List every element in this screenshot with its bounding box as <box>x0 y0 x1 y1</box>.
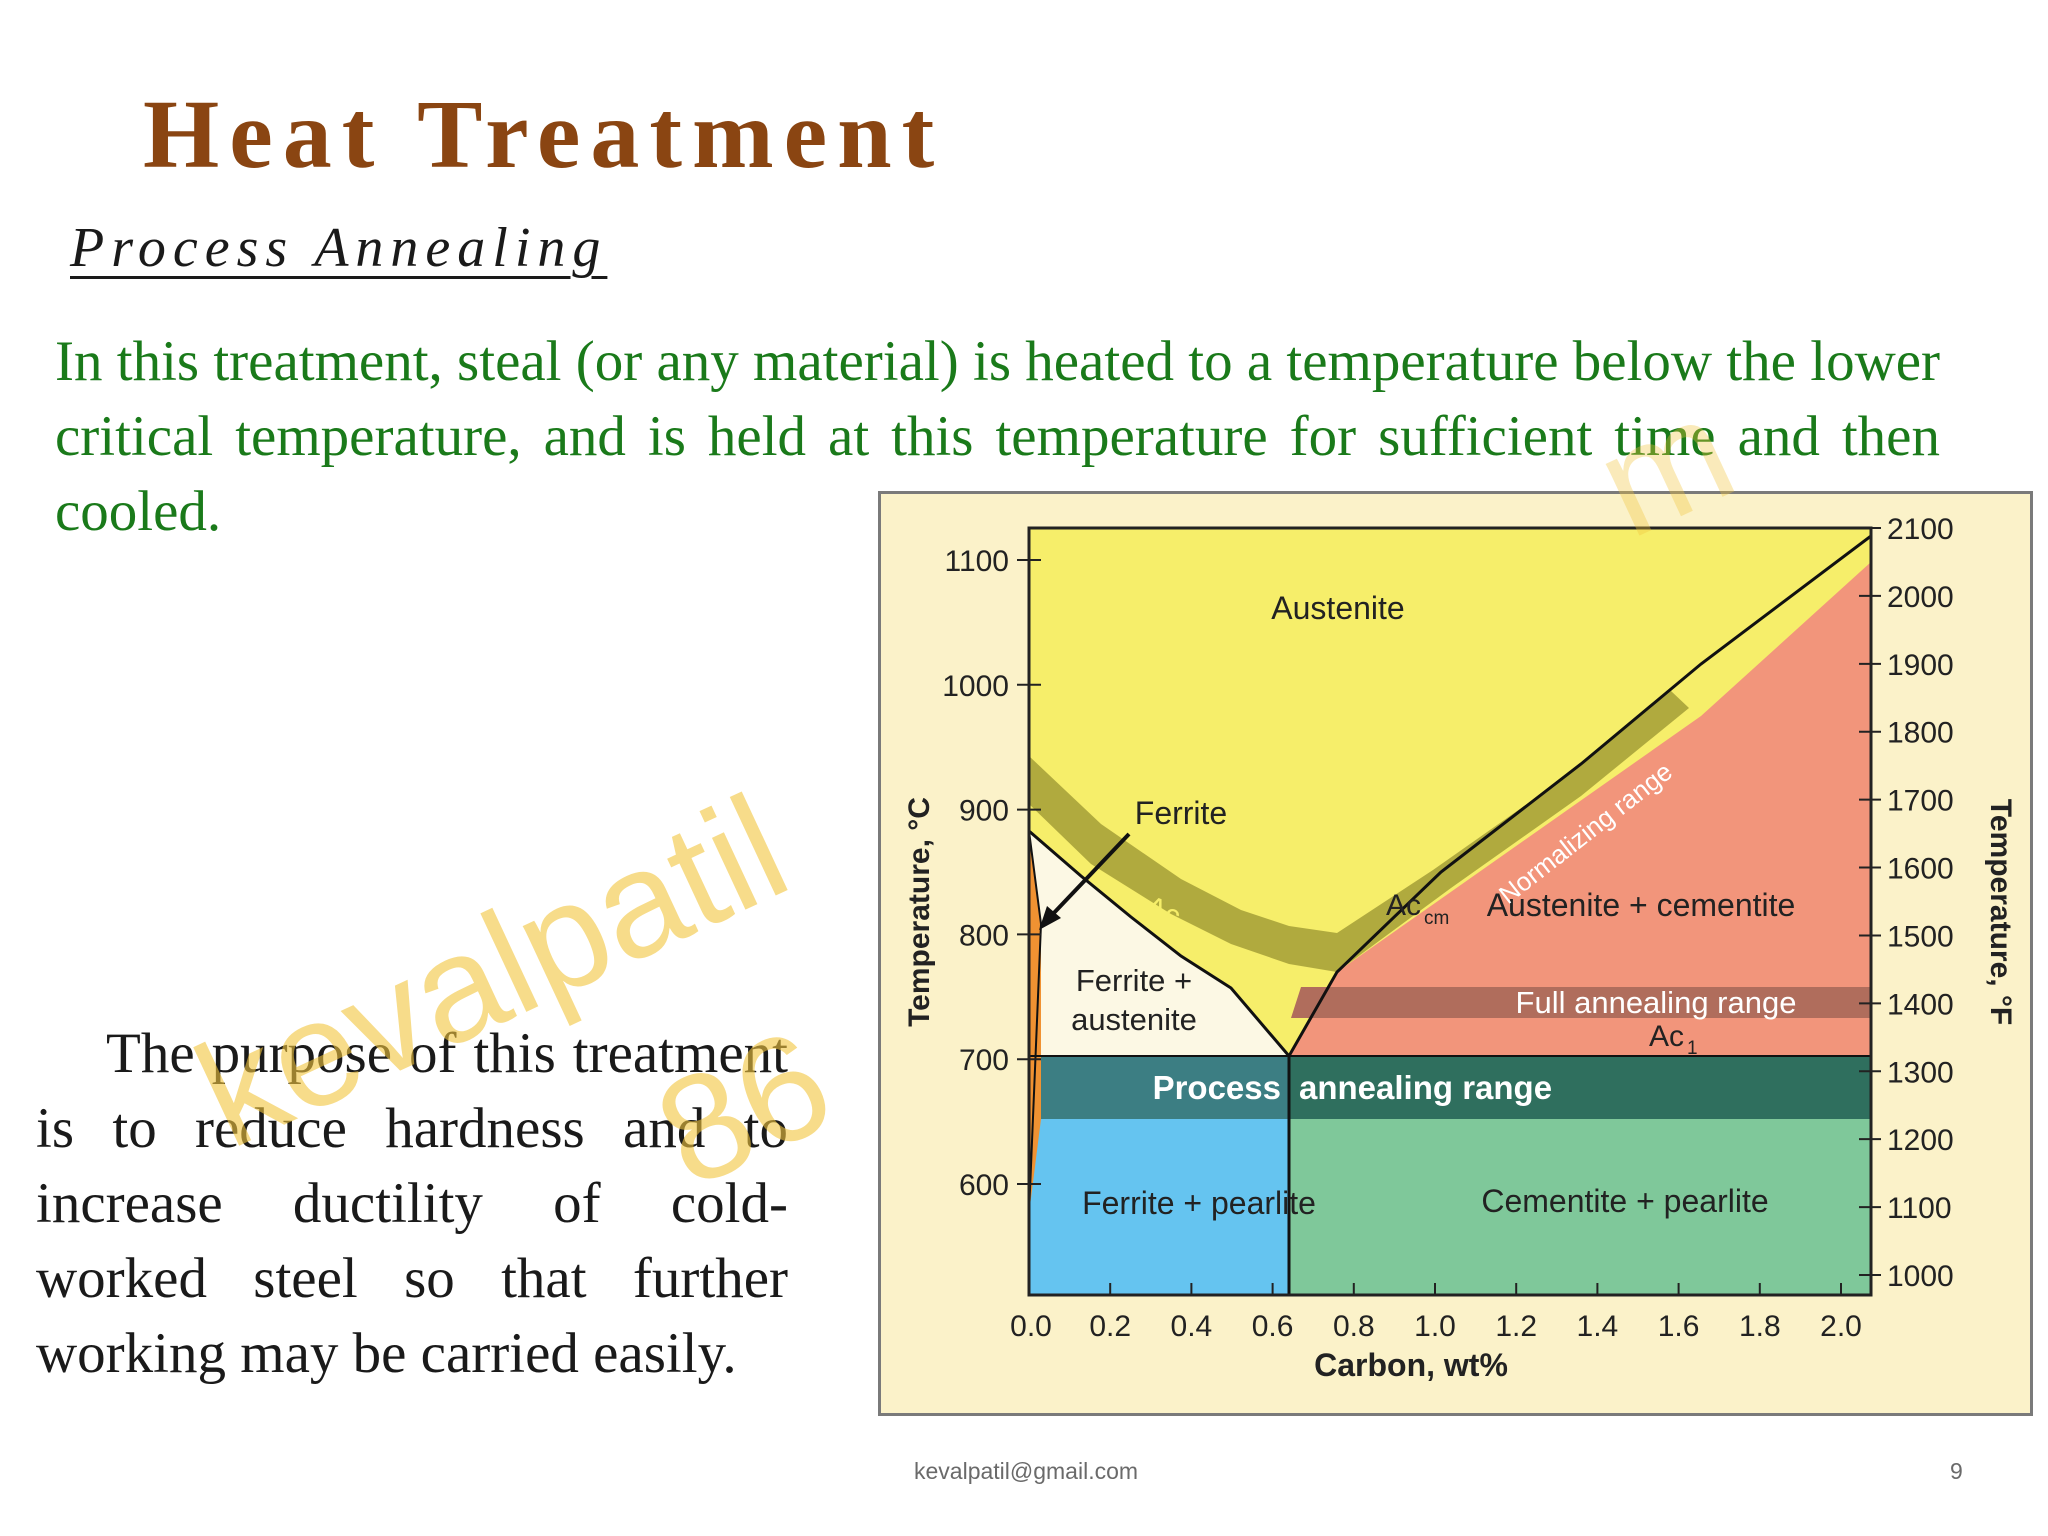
label-austenite-cementite: Austenite + cementite <box>1487 887 1796 923</box>
iron-carbon-phase-diagram: Austenite Ferrite Ferrite + austenite Au… <box>878 491 2033 1416</box>
process-annealing-band-right <box>1289 1056 1871 1119</box>
label-austenite: Austenite <box>1271 590 1404 626</box>
y-right-tick-label: 1400 <box>1887 988 1954 1021</box>
phase-diagram-svg: Austenite Ferrite Ferrite + austenite Au… <box>903 513 2017 1383</box>
x-tick-label: 0.6 <box>1252 1310 1294 1343</box>
x-tick-label: 0.2 <box>1089 1310 1131 1343</box>
y-right-tick-label: 1000 <box>1887 1260 1954 1293</box>
x-tick-label: 1.0 <box>1414 1310 1456 1343</box>
y-right-tick-label: 2000 <box>1887 581 1954 614</box>
footer-page-number: 9 <box>1950 1458 1963 1484</box>
paragraph-purpose-text: The purpose of this treatment is to redu… <box>36 1022 788 1385</box>
label-accm: Ac <box>1386 889 1421 922</box>
x-axis-ticks: 0.0 0.2 0.4 0.6 0.8 1.0 1.2 1.4 1.6 1.8 2.0 <box>1010 1283 1862 1343</box>
x-tick-label: 0.0 <box>1010 1310 1052 1343</box>
y-left-tick-label: 1100 <box>944 545 1009 578</box>
y-right-tick-label: 1100 <box>1887 1192 1952 1225</box>
x-axis-title: Carbon, wt% <box>1314 1347 1508 1383</box>
y-right-tick-label: 1700 <box>1887 785 1954 818</box>
x-tick-label: 0.8 <box>1333 1310 1375 1343</box>
y-left-tick-label: 900 <box>959 795 1009 828</box>
x-tick-label: 1.4 <box>1577 1310 1619 1343</box>
slide-subtitle: Process Annealing <box>70 217 608 279</box>
label-annealing-range: annealing range <box>1299 1069 1552 1106</box>
label-ac1-sub: 1 <box>1687 1038 1698 1059</box>
y-right-axis-ticks: 2100 2000 1900 1800 1700 1600 1500 1400 1300 1200… <box>1859 513 1954 1293</box>
ferrite-arrow-line <box>1049 832 1131 918</box>
accm-line <box>1287 534 1871 1057</box>
label-cementite-pearlite: Cementite + pearlite <box>1481 1183 1768 1219</box>
x-tick-label: 1.6 <box>1658 1310 1700 1343</box>
ac3-line <box>1029 829 1291 1057</box>
y-left-tick-label: 1000 <box>942 670 1009 703</box>
x-tick-label: 2.0 <box>1820 1310 1862 1343</box>
austenite-cementite-region <box>1289 562 1871 1056</box>
label-process: Process <box>1153 1069 1281 1106</box>
x-tick-label: 1.8 <box>1739 1310 1781 1343</box>
label-ac1: Ac <box>1649 1020 1684 1053</box>
label-ferrite-pearlite: Ferrite + pearlite <box>1082 1185 1316 1221</box>
y-left-axis-title: Temperature, °C <box>903 797 936 1027</box>
plot-frame <box>1027 526 1873 1297</box>
label-ferrite-austenite-1: Ferrite + <box>1076 963 1192 998</box>
label-accm-sub: cm <box>1424 908 1449 929</box>
y-right-tick-label: 1200 <box>1887 1124 1954 1157</box>
x-tick-label: 1.2 <box>1495 1310 1537 1343</box>
ferrite-pearlite-region <box>1029 1119 1289 1295</box>
slide-title: Heat Treatment <box>143 81 945 189</box>
paragraph-intro-text: In this treatment, steal (or any materia… <box>55 330 1941 543</box>
paragraph-intro: In this treatment, steal (or any materia… <box>55 323 1940 549</box>
y-left-tick-label: 700 <box>959 1044 1009 1077</box>
y-right-tick-label: 1300 <box>1887 1056 1954 1089</box>
y-right-tick-label: 2100 <box>1887 513 1954 546</box>
label-full-annealing: Full annealing range <box>1516 985 1797 1020</box>
paragraph-purpose: The purpose of this treatment is to redu… <box>36 1010 788 1391</box>
y-left-axis-ticks: 1100 1000 900 800 700 600 <box>942 545 1041 1202</box>
y-right-tick-label: 1500 <box>1887 920 1954 953</box>
footer-email: kevalpatil@gmail.com <box>914 1458 1139 1484</box>
y-right-tick-label: 1800 <box>1887 717 1954 750</box>
y-right-axis-title: Temperature, °F <box>1984 799 2017 1026</box>
y-left-tick-label: 800 <box>959 919 1009 952</box>
full-annealing-range-band <box>1291 987 1871 1018</box>
label-ferrite: Ferrite <box>1135 795 1227 831</box>
y-right-tick-label: 1900 <box>1887 649 1954 682</box>
cementite-pearlite-region <box>1289 1119 1871 1295</box>
y-left-tick-label: 600 <box>959 1169 1009 1202</box>
label-ferrite-austenite-2: austenite <box>1071 1002 1197 1037</box>
ferrite-arrow-head <box>1039 906 1061 930</box>
x-tick-label: 0.4 <box>1171 1310 1213 1343</box>
normalizing-range-band <box>1029 691 1689 972</box>
y-right-tick-label: 1600 <box>1887 853 1954 886</box>
